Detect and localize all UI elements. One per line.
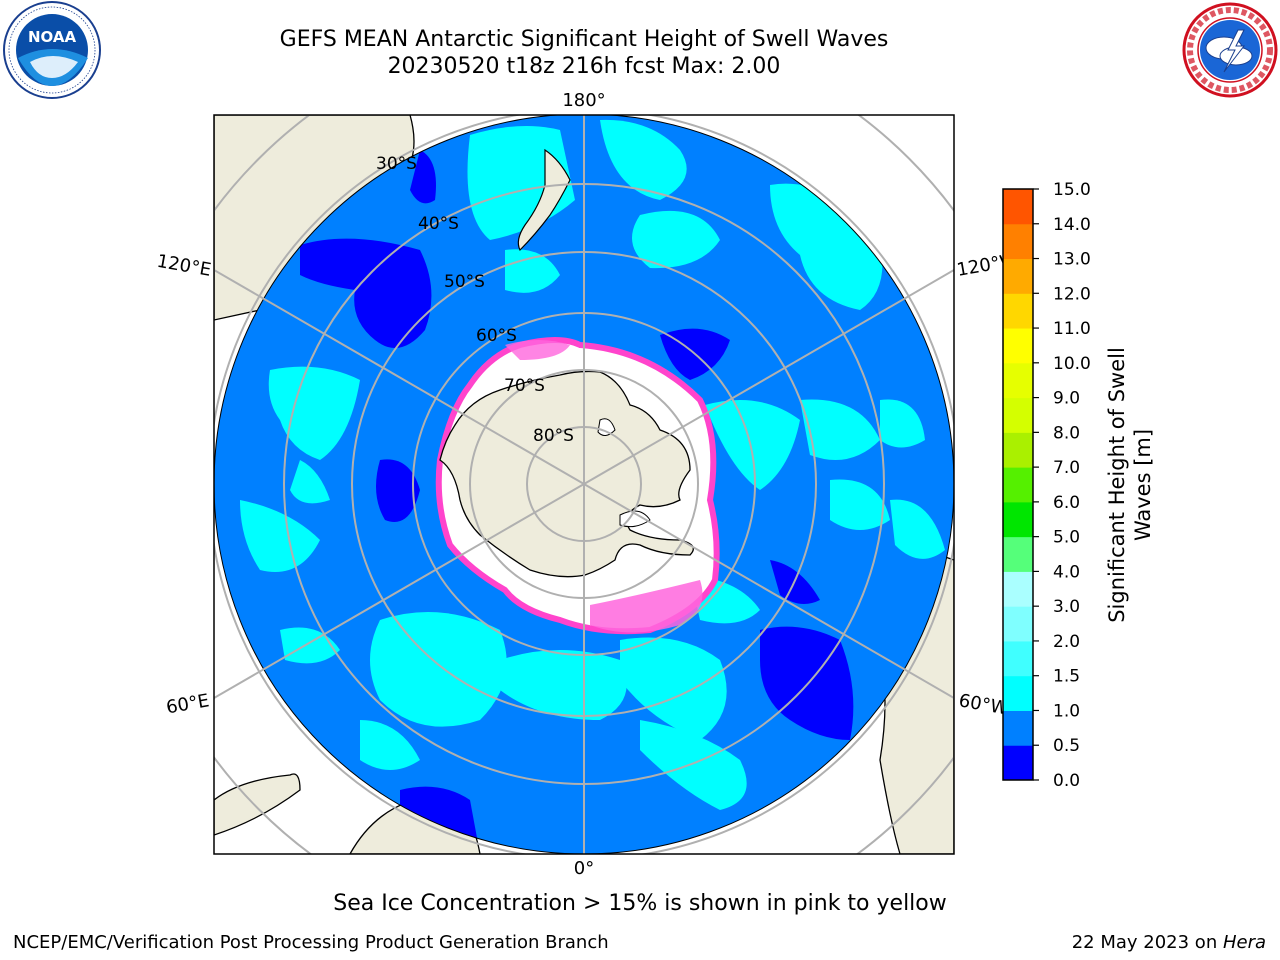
- colorbar-bin: [1003, 640, 1033, 677]
- lat-label-70s: 70°S: [504, 376, 545, 396]
- colorbar-tick-label: 15.0: [1053, 180, 1091, 200]
- colorbar-tick-label: 12.0: [1053, 284, 1091, 304]
- colorbar-tick-label: 13.0: [1053, 250, 1091, 270]
- lat-label-50s: 50°S: [444, 272, 485, 292]
- colorbar-tick-label: 1.5: [1053, 667, 1080, 687]
- lat-label-80s: 80°S: [533, 426, 574, 446]
- colorbar-tick-label: 2.0: [1053, 632, 1080, 652]
- colorbar-tick-label: 10.0: [1053, 354, 1091, 374]
- colorbar-bin: [1003, 675, 1033, 711]
- colorbar-tick-label: 14.0: [1053, 215, 1091, 235]
- footer-date: 22 May 2023 on Hera: [1072, 932, 1266, 954]
- colorbar-bin: [1003, 328, 1033, 364]
- colorbar-bin: [1003, 536, 1033, 572]
- lon-label-60w: 60°W: [957, 690, 1010, 719]
- colorbar-tick-label: 9.0: [1053, 389, 1080, 409]
- colorbar-tick-label: 8.0: [1053, 423, 1080, 443]
- map-area: [214, 115, 954, 854]
- colorbar-bin: [1003, 293, 1033, 329]
- footer-credit: NCEP/EMC/Verification Post Processing Pr…: [13, 932, 609, 953]
- colorbar-bin: [1003, 258, 1033, 294]
- colorbar-tick-label: 6.0: [1053, 493, 1080, 513]
- noaa-wordmark: NOAA: [28, 28, 77, 46]
- colorbar-tick-label: 4.0: [1053, 562, 1080, 582]
- colorbar-bin: [1003, 571, 1033, 607]
- footer-date-text: 22 May 2023 on: [1071, 932, 1223, 953]
- colorbar: 0.0 0.5 1.0 1.5 2.0 3.0 4.0 5.0 6.0 7.0 8.0 9.0 10.0…: [1003, 180, 1091, 791]
- colorbar-tick-label: 0.0: [1053, 771, 1080, 791]
- colorbar-bin: [1003, 432, 1033, 468]
- colorbar-tick-label: 11.0: [1053, 319, 1091, 339]
- colorbar-bin: [1003, 467, 1033, 503]
- map-title: GEFS MEAN Antarctic Significant Height o…: [279, 27, 889, 52]
- map-subtitle: 20230520 t18z 216h fcst Max: 2.00: [387, 54, 781, 79]
- colorbar-frame: [1002, 188, 1034, 781]
- colorbar-tick-label: 3.0: [1053, 597, 1080, 617]
- lon-label-120e: 120°E: [155, 251, 213, 281]
- lat-label-30s: 30°S: [376, 154, 417, 174]
- colorbar-bin: [1003, 606, 1033, 642]
- colorbar-tick-label: 5.0: [1053, 528, 1080, 548]
- lon-label-180: 180°: [562, 90, 605, 111]
- lon-label-60e: 60°E: [165, 690, 211, 718]
- colorbar-bin: [1003, 397, 1033, 433]
- colorbar-bin: [1003, 501, 1033, 538]
- colorbar-bin: [1003, 745, 1033, 781]
- noaa-logo: NOAA: [3, 1, 101, 99]
- sea-ice-footnote: Sea Ice Concentration > 15% is shown in …: [333, 891, 947, 916]
- footer-host: Hera: [1222, 932, 1266, 953]
- nws-logo: [1182, 2, 1278, 98]
- colorbar-tick-label: 1.0: [1053, 701, 1080, 721]
- colorbar-tick-label: 0.5: [1053, 736, 1080, 756]
- colorbar-label-line1: Significant Height of Swell: [1105, 347, 1129, 623]
- longitude-gridlines: [214, 115, 954, 854]
- colorbar-tick-label: 7.0: [1053, 458, 1080, 478]
- lat-label-40s: 40°S: [418, 214, 459, 234]
- map-frame: [213, 114, 955, 855]
- colorbar-bin: [1003, 362, 1033, 399]
- lon-label-0: 0°: [574, 858, 594, 879]
- lat-label-60s: 60°S: [476, 326, 517, 346]
- colorbar-bin: [1003, 189, 1033, 225]
- colorbar-label-line2: Waves [m]: [1131, 429, 1155, 541]
- colorbar-bin: [1003, 223, 1033, 260]
- colorbar-bin: [1003, 710, 1033, 746]
